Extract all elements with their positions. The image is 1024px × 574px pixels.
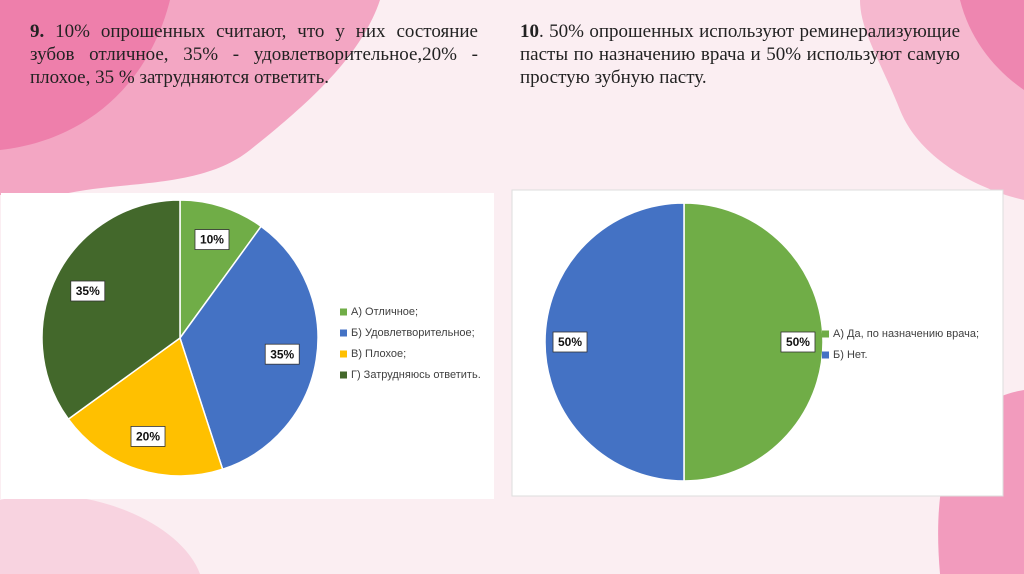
blob	[960, 0, 1024, 90]
pie-slice	[67, 336, 224, 477]
data-label-box	[194, 229, 230, 250]
legend-label: В) Плохое;	[351, 348, 406, 360]
blob	[0, 494, 200, 574]
text: 10% опрошенных считают, что у них состоя…	[30, 21, 478, 88]
data-label: 50%	[786, 335, 810, 349]
data-label: 35%	[270, 347, 294, 361]
number: 9.	[30, 21, 45, 42]
data-label-box	[552, 331, 588, 353]
legend-label: А) Да, по назначению врача;	[833, 328, 979, 340]
pie-slice	[179, 225, 319, 471]
blob	[0, 0, 170, 150]
data-label-box	[70, 280, 106, 302]
data-label: 35%	[76, 284, 100, 298]
data-label: 20%	[136, 430, 160, 444]
legend-swatch	[340, 350, 347, 358]
legend-label: Б) Удовлетворительное;	[351, 327, 475, 339]
data-label: 50%	[558, 335, 582, 349]
legend-label: А) Отличное;	[351, 306, 418, 318]
text-block: 9. 10% опрошенных считают, что у них сос…	[30, 20, 478, 89]
blob	[860, 0, 1024, 200]
pie-slice	[544, 202, 685, 482]
legend-swatch	[822, 330, 829, 338]
number: 10	[520, 21, 539, 42]
text: . 50% опрошенных используют реминерализу…	[520, 21, 960, 88]
legend-label: Б) Нет.	[833, 349, 868, 361]
text-block: 10. 50% опрошенных используют реминерали…	[520, 20, 960, 89]
data-label-box	[130, 426, 166, 447]
pie-slice	[41, 199, 181, 421]
data-label-box	[264, 343, 300, 365]
pie-slice	[683, 202, 824, 482]
legend-swatch	[340, 371, 347, 379]
data-label: 10%	[200, 233, 224, 247]
data-label-box	[780, 331, 816, 353]
legend-swatch	[340, 329, 347, 337]
legend-swatch	[340, 308, 347, 316]
legend-label: Г) Затрудняюсь ответить.	[351, 369, 481, 381]
legend-swatch	[822, 351, 829, 359]
